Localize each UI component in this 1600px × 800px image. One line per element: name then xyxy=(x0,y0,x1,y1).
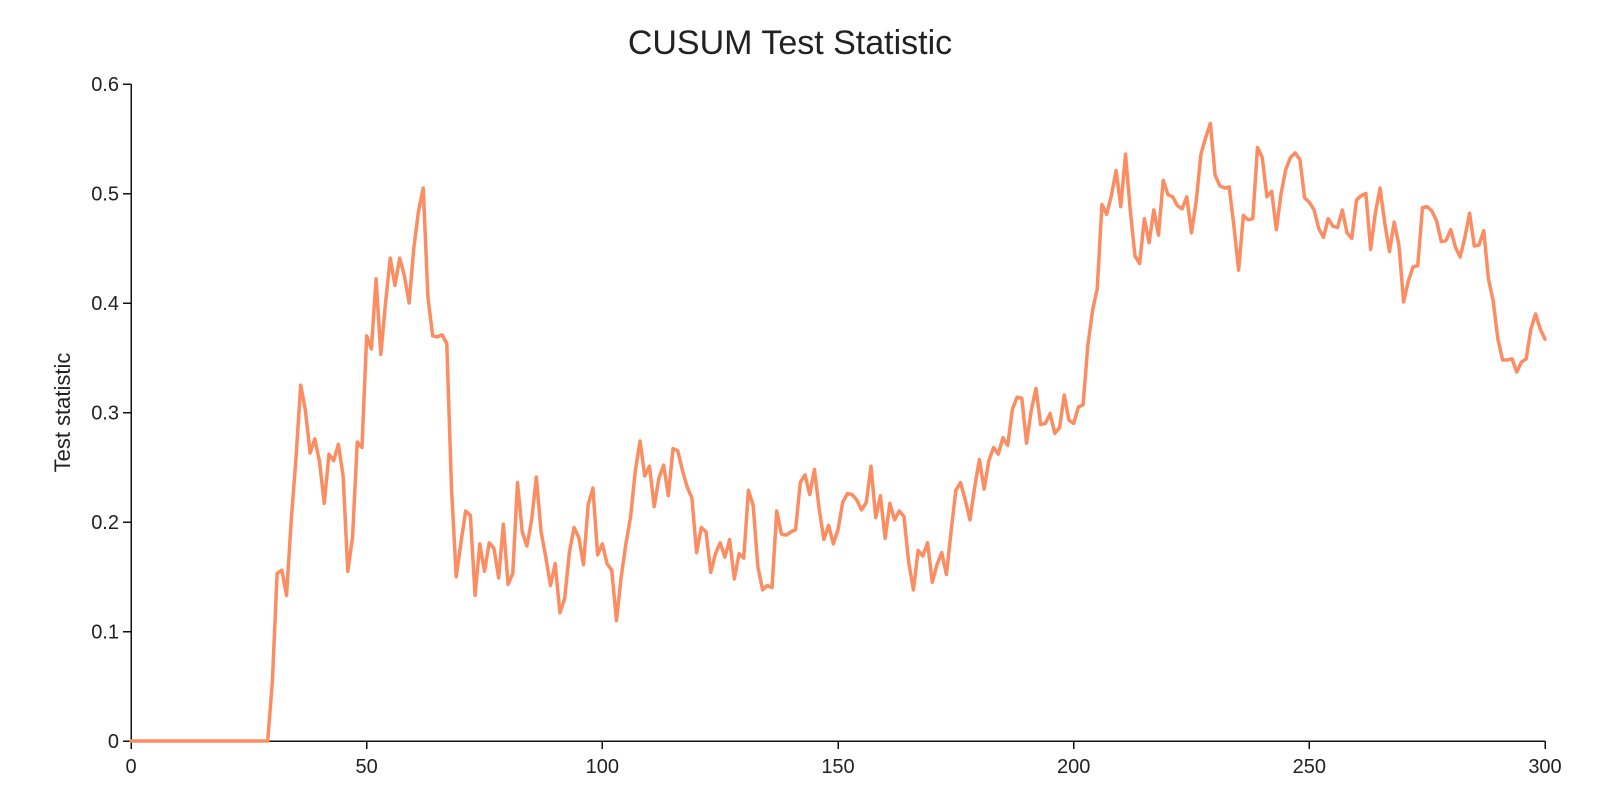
chart-axes: 0 50 100 150 200 250 300 0 0.1 0.2 0.3 0.4 0.5 0.6 xyxy=(91,74,1562,778)
chart-title: CUSUM Test Statistic xyxy=(628,24,952,62)
x-tick-label: 300 xyxy=(1528,756,1561,778)
y-tick-label: 0.5 xyxy=(91,184,119,206)
x-tick-label: 0 xyxy=(125,756,136,778)
y-tick-label: 0.2 xyxy=(91,512,119,534)
y-axis-label: Test statistic xyxy=(50,353,75,473)
series-line-1 xyxy=(129,121,1547,743)
x-tick-label: 100 xyxy=(586,756,619,778)
y-tick-label: 0.1 xyxy=(91,622,119,644)
y-tick-label: 0.4 xyxy=(91,293,119,315)
y-tick-label: 0.3 xyxy=(91,403,119,425)
y-tick-label: 0.6 xyxy=(91,74,119,96)
y-tick-label: 0 xyxy=(108,731,119,753)
plot-area xyxy=(129,121,1547,743)
x-tick-label: 50 xyxy=(356,756,378,778)
x-tick-label: 150 xyxy=(821,756,854,778)
x-tick-label: 250 xyxy=(1293,756,1326,778)
x-tick-label: 200 xyxy=(1057,756,1090,778)
